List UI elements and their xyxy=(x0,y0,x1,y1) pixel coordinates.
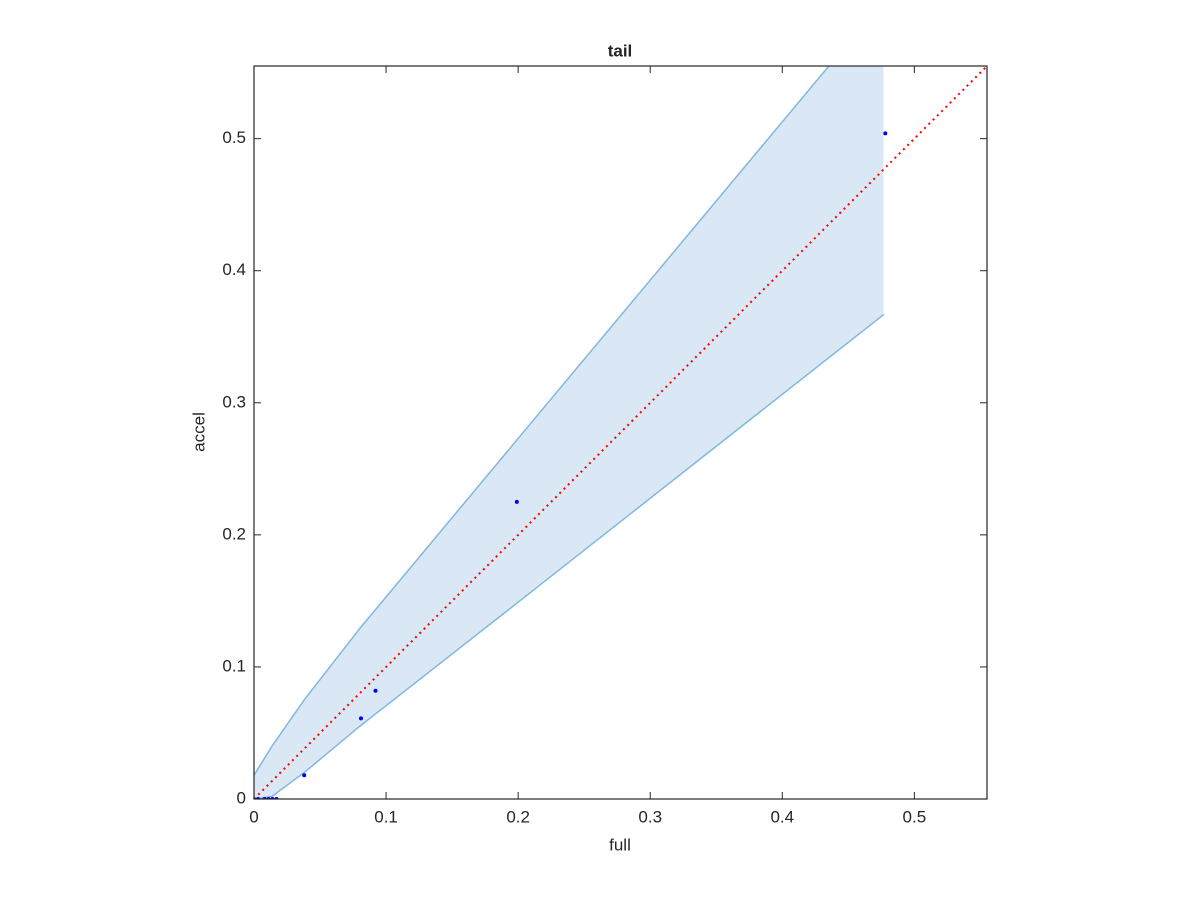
axes: 0 0.1 0.2 0.3 0.4 0.5 0 0.1 0.2 0.3 0.4 0.5 xyxy=(222,65,988,826)
x-tick-label: 0.5 xyxy=(903,807,927,826)
x-tick-label: 0.2 xyxy=(506,807,530,826)
data-point xyxy=(358,716,363,721)
data-point xyxy=(883,131,888,136)
y-tick-label: 0.3 xyxy=(222,392,246,411)
x-axis-label: full xyxy=(609,835,631,854)
y-axis-label: accel xyxy=(189,412,208,452)
data-point xyxy=(373,688,378,693)
y-tick-label: 0 xyxy=(237,788,246,807)
x-tick-label: 0.4 xyxy=(770,807,794,826)
x-tick-label: 0 xyxy=(249,807,258,826)
y-tick-label: 0.4 xyxy=(222,260,246,279)
data-point xyxy=(302,773,307,778)
chart-title: tail xyxy=(608,41,633,60)
data-point xyxy=(514,499,519,504)
band-upper-edge xyxy=(254,66,830,776)
x-tick-label: 0.1 xyxy=(374,807,398,826)
plot-area xyxy=(254,66,987,799)
y-tick-label: 0.5 xyxy=(222,128,246,147)
y-tick-label: 0.2 xyxy=(222,524,246,543)
band-lower-edge xyxy=(254,313,885,799)
x-tick-label: 0.3 xyxy=(638,807,662,826)
confidence-band xyxy=(254,66,884,799)
y-tick-label: 0.1 xyxy=(222,656,246,675)
axes-box xyxy=(253,65,988,800)
